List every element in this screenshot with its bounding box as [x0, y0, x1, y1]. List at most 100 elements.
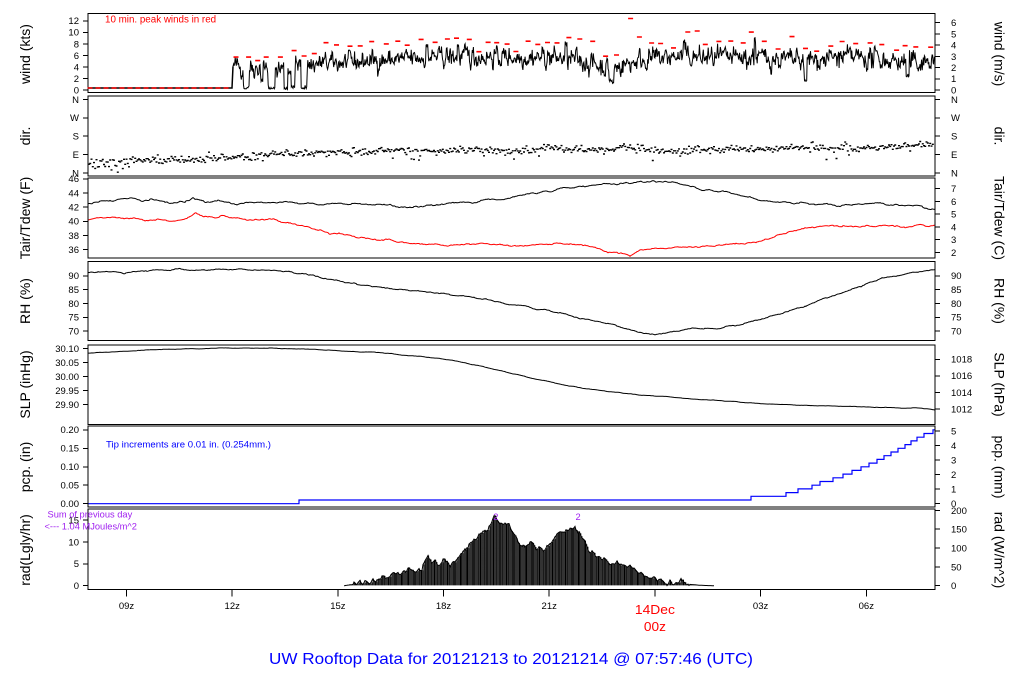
svg-text:pcp. (mm): pcp. (mm): [992, 436, 1008, 499]
svg-text:70: 70: [951, 327, 962, 338]
svg-text:36: 36: [68, 245, 79, 256]
svg-text:09z: 09z: [119, 601, 135, 612]
svg-text:rad (W/m^2): rad (W/m^2): [992, 512, 1008, 589]
svg-text:6: 6: [74, 51, 79, 62]
svg-text:0: 0: [74, 581, 79, 592]
svg-text:1012: 1012: [951, 404, 972, 415]
svg-text:N: N: [72, 168, 79, 179]
svg-text:dir.: dir.: [992, 127, 1008, 146]
svg-text:5: 5: [951, 210, 956, 221]
svg-text:100: 100: [951, 543, 967, 554]
svg-text:Sum of previous day: Sum of previous day: [48, 510, 133, 520]
svg-text:5: 5: [74, 559, 79, 570]
svg-text:85: 85: [951, 285, 962, 296]
svg-text:2: 2: [951, 470, 956, 481]
svg-text:wind (kts): wind (kts): [17, 24, 33, 85]
svg-text:wind (m/s): wind (m/s): [992, 21, 1008, 87]
svg-text:7: 7: [951, 184, 956, 195]
svg-text:6: 6: [951, 197, 956, 208]
svg-text:0.05: 0.05: [61, 481, 80, 492]
svg-text:40: 40: [68, 217, 79, 228]
svg-text:0.10: 0.10: [61, 462, 80, 473]
svg-text:0.15: 0.15: [61, 444, 80, 455]
svg-text:10 min. peak winds in red: 10 min. peak winds in red: [105, 15, 216, 26]
svg-text:2: 2: [576, 512, 581, 522]
svg-text:70: 70: [68, 327, 79, 338]
svg-text:0.20: 0.20: [61, 425, 80, 436]
svg-text:75: 75: [68, 313, 79, 324]
svg-text:E: E: [951, 150, 957, 161]
svg-text:N: N: [72, 95, 79, 106]
svg-text:W: W: [70, 113, 79, 124]
svg-text:42: 42: [68, 203, 79, 214]
svg-text:2: 2: [951, 63, 956, 74]
svg-text:150: 150: [951, 525, 967, 536]
svg-text:4: 4: [74, 62, 79, 73]
svg-text:Tair/Tdew (C): Tair/Tdew (C): [992, 176, 1008, 260]
svg-text:29.95: 29.95: [55, 386, 79, 397]
svg-text:46: 46: [68, 174, 79, 185]
svg-text:03z: 03z: [753, 601, 769, 612]
svg-text:UW Rooftop Data for 20121213: UW Rooftop Data for 20121213 to 20121214…: [269, 651, 753, 668]
svg-text:85: 85: [68, 285, 79, 296]
svg-text:90: 90: [68, 271, 79, 282]
svg-text:2: 2: [74, 74, 79, 85]
svg-text:N: N: [951, 95, 958, 106]
svg-text:30.00: 30.00: [55, 372, 79, 383]
svg-text:10: 10: [68, 537, 79, 548]
svg-text:2: 2: [493, 512, 498, 522]
svg-text:4: 4: [951, 222, 956, 233]
svg-text:12: 12: [68, 16, 79, 27]
svg-text:21z: 21z: [542, 601, 558, 612]
svg-text:80: 80: [68, 299, 79, 310]
svg-text:0: 0: [74, 85, 79, 96]
svg-text:Tip increments are 0.01 in. (0: Tip increments are 0.01 in. (0.254mm.): [106, 440, 271, 451]
svg-text:1014: 1014: [951, 388, 972, 399]
svg-text:1016: 1016: [951, 371, 972, 382]
svg-text:4: 4: [951, 41, 956, 52]
svg-text:10: 10: [68, 28, 79, 39]
svg-text:8: 8: [74, 39, 79, 50]
svg-text:15z: 15z: [330, 601, 346, 612]
svg-text:0: 0: [951, 581, 956, 592]
svg-text:Tair/Tdew (F): Tair/Tdew (F): [17, 177, 33, 259]
svg-text:S: S: [73, 132, 79, 143]
svg-text:15: 15: [68, 515, 79, 526]
svg-text:RH (%): RH (%): [17, 278, 33, 324]
svg-text:75: 75: [951, 313, 962, 324]
svg-text:3: 3: [951, 455, 956, 466]
svg-text:18z: 18z: [436, 601, 452, 612]
svg-text:80: 80: [951, 299, 962, 310]
svg-text:2: 2: [951, 248, 956, 259]
svg-text:14Dec: 14Dec: [635, 603, 675, 617]
svg-text:38: 38: [68, 231, 79, 242]
svg-text:1: 1: [951, 485, 956, 496]
svg-text:<--- 1.04 MJoules/m^2: <--- 1.04 MJoules/m^2: [45, 522, 137, 532]
svg-text:SLP (hPa): SLP (hPa): [992, 352, 1008, 416]
svg-text:5: 5: [951, 426, 956, 437]
svg-text:rad(Lgly/hr): rad(Lgly/hr): [17, 514, 33, 586]
svg-text:5: 5: [951, 29, 956, 40]
svg-text:4: 4: [951, 441, 956, 452]
svg-text:44: 44: [68, 188, 79, 199]
svg-text:RH (%): RH (%): [992, 278, 1008, 324]
svg-text:S: S: [951, 132, 957, 143]
svg-text:W: W: [951, 113, 960, 124]
svg-text:pcp. (in): pcp. (in): [17, 442, 33, 493]
svg-text:30.05: 30.05: [55, 358, 79, 369]
svg-text:dir.: dir.: [17, 127, 33, 146]
svg-text:0: 0: [951, 85, 956, 96]
svg-text:29.90: 29.90: [55, 400, 79, 411]
svg-text:SLP (inHg): SLP (inHg): [17, 350, 33, 418]
svg-text:0: 0: [951, 499, 956, 510]
svg-text:06z: 06z: [859, 601, 875, 612]
svg-text:3: 3: [951, 235, 956, 246]
svg-text:50: 50: [951, 562, 962, 573]
svg-text:0.00: 0.00: [61, 499, 80, 510]
svg-text:N: N: [951, 168, 958, 179]
svg-text:E: E: [73, 150, 79, 161]
svg-text:200: 200: [951, 506, 967, 517]
svg-text:00z: 00z: [644, 620, 666, 634]
svg-text:90: 90: [951, 271, 962, 282]
svg-text:3: 3: [951, 52, 956, 63]
